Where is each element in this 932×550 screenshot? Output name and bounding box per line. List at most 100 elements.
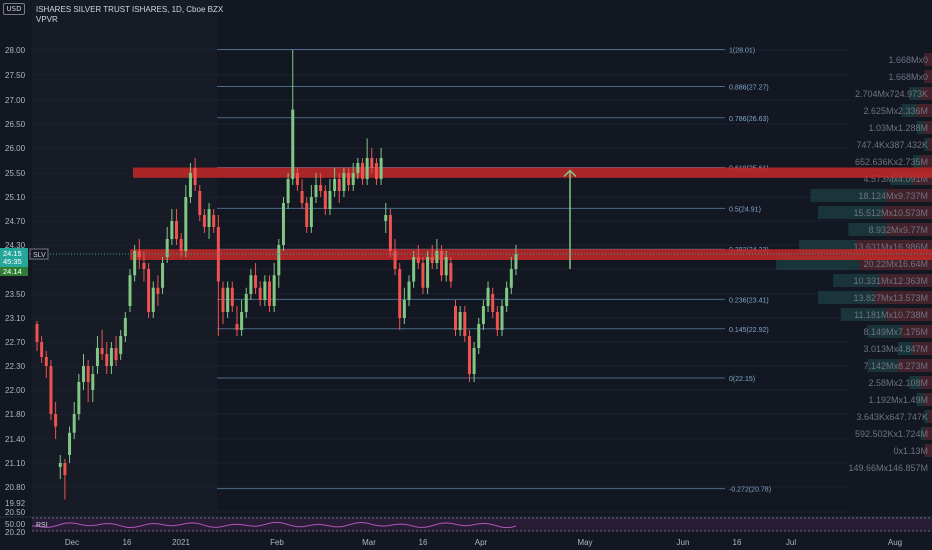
candle-body (458, 312, 462, 330)
volume-bar-sell (928, 138, 932, 151)
price-tick-label: 19.92 (5, 499, 26, 508)
candle-body (309, 197, 313, 227)
candle-body (40, 342, 44, 357)
candle-body (337, 179, 341, 191)
candle-body (123, 318, 127, 336)
rsi-label: RSI (36, 522, 48, 529)
time-axis[interactable]: Dec 16 2021 Feb Mar 16 Apr May Jun 16 Jul Aug (65, 538, 902, 547)
candle-body (300, 191, 304, 203)
price-badge-countdown: 45:35 (3, 257, 22, 266)
volume-profile-label: 652.636Kx2.735M (855, 157, 928, 167)
price-tick-label: 22.30 (5, 362, 26, 371)
time-tick-label: 16 (733, 538, 742, 547)
price-tick-label: 26.00 (5, 144, 26, 153)
fib-level-label: 0.236(23.41) (729, 297, 769, 304)
fib-level-label: -0.272(20.78) (729, 487, 771, 494)
price-tick-label: 24.30 (5, 241, 26, 250)
volume-bar-buy (916, 121, 925, 134)
volume-bar-buy (810, 189, 887, 202)
price-tick-label: 21.10 (5, 459, 26, 468)
price-tick-label: 22.70 (5, 338, 26, 347)
volume-bar-buy (840, 308, 887, 321)
volume-profile-label: 1.668Mx0 (888, 55, 928, 65)
volume-profile-label: 747.4Kx387.432K (856, 140, 928, 150)
candle-body (402, 300, 406, 318)
price-tick-label: 21.80 (5, 410, 26, 419)
volume-bar-buy (909, 376, 921, 389)
candle-body (179, 239, 183, 251)
volume-bar-sell (924, 444, 932, 457)
candle-body (430, 257, 434, 263)
candle-body (435, 251, 439, 263)
candle-body (365, 158, 369, 179)
candle-body (333, 179, 337, 191)
chart-title[interactable]: ISHARES SILVER TRUST ISHARES, 1D, Cboe B… (36, 5, 224, 14)
candle-body (226, 287, 230, 312)
volume-bar-sell (878, 274, 932, 287)
candle-body (286, 179, 290, 203)
volume-bar-buy (867, 325, 902, 338)
time-tick-label: Jul (786, 538, 796, 547)
candle-body (198, 191, 202, 215)
volume-bar-buy (897, 342, 913, 355)
candle-body (147, 269, 151, 312)
candle-body (235, 324, 239, 330)
volume-bar-sell (897, 359, 932, 372)
volume-bar-buy (867, 359, 898, 372)
candle-body (221, 287, 225, 312)
price-axis[interactable]: 28.00 27.50 27.00 26.50 26.00 25.50 25.10 24.70… (5, 46, 26, 537)
candle-body (351, 173, 355, 185)
candle-body (95, 348, 99, 366)
time-tick-label: Feb (270, 538, 284, 547)
candle-body (291, 109, 295, 179)
volume-bar-sell (859, 257, 932, 270)
candle-body (58, 463, 62, 467)
volume-bar-sell (920, 155, 932, 168)
price-tick-label: 20.50 (5, 508, 26, 517)
candle-body (151, 287, 155, 312)
candle-body (454, 306, 457, 330)
candle-body (68, 432, 72, 455)
candle-body (295, 173, 299, 185)
resistance-zone (133, 167, 932, 178)
candle-body (114, 348, 118, 360)
candle-body (361, 163, 364, 179)
volume-profile-label: 7.142Mx8.273M (863, 361, 928, 371)
rsi-pane[interactable]: RSI 50.00 (0, 516, 932, 532)
volume-profile-label: 1.03Mx1.288M (868, 123, 928, 133)
time-tick-label: 2021 (172, 538, 190, 547)
resistance-zones[interactable] (130, 167, 932, 261)
candle-body (323, 191, 327, 209)
volume-profile-label: 3.643Kx647.747K (856, 412, 928, 422)
volume-profile-label: 20.22Mx16.64M (863, 259, 928, 269)
price-tick-label: 22.00 (5, 386, 26, 395)
rsi-level-label: 50.00 (5, 520, 26, 529)
price-tick-label: 25.10 (5, 193, 26, 202)
volume-profile-label: 10.331Mx12.363M (853, 276, 928, 286)
candle-body (305, 203, 309, 227)
volume-bar-buy (924, 410, 929, 423)
projection-arrow[interactable] (563, 169, 577, 270)
candle-body (379, 158, 383, 179)
volume-bar-sell (920, 376, 932, 389)
candle-body (72, 414, 76, 433)
candle-body (356, 163, 360, 173)
volume-bar-buy (848, 223, 887, 236)
volume-bar-buy (818, 206, 883, 219)
candle-body (193, 168, 197, 185)
volume-bar-buy (924, 138, 929, 151)
volume-profile-label: 4.573Mx4.091M (863, 174, 928, 184)
currency-label[interactable]: USD (3, 3, 25, 15)
candle-body (514, 254, 518, 269)
price-tick-label: 27.50 (5, 71, 26, 80)
volume-bar-sell (924, 70, 932, 83)
volume-bar-buy (901, 104, 917, 117)
candle-body (105, 354, 109, 366)
indicator-label[interactable]: VPVR (36, 15, 58, 24)
volume-profile-label: 8.932Mx9.77M (868, 225, 928, 235)
candle-body (477, 324, 481, 348)
volume-bar-sell (886, 308, 932, 321)
candle-body (374, 163, 378, 179)
candle-body (142, 263, 146, 269)
